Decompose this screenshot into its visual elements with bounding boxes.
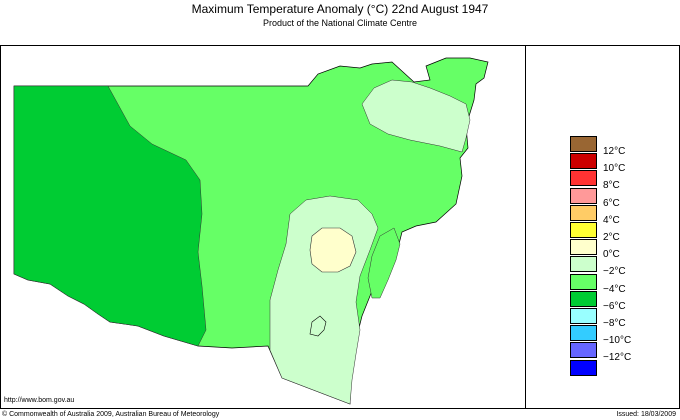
map-title: Maximum Temperature Anomaly (°C) 22nd Au… [191, 2, 489, 16]
legend-label: −10°C [603, 335, 632, 347]
anomaly-region-minus2-northeast [361, 79, 471, 153]
legend-swatch [570, 239, 597, 256]
legend-swatch [570, 308, 597, 324]
footer-url: http://www.bom.gov.au [4, 397, 75, 404]
legend-label: 12°C [603, 146, 626, 157]
legend-label: 10°C [603, 163, 626, 175]
legend-swatch [570, 187, 597, 204]
legend-swatch [570, 342, 597, 359]
footer-issued-date: Issued: 18/03/2009 [616, 411, 676, 418]
legend-swatch [570, 256, 597, 273]
lake-outline [309, 315, 327, 337]
legend-label: −12°C [603, 352, 632, 364]
map-subtitle: Product of the National Climate Centre [262, 18, 418, 28]
legend-label: −6°C [603, 300, 626, 312]
legend-swatch [570, 359, 597, 376]
legend-label: 0°C [603, 249, 620, 261]
legend-divider [525, 45, 526, 409]
legend-swatch [570, 204, 597, 221]
legend-swatch [570, 170, 597, 187]
anomaly-region-zero [309, 227, 357, 273]
anomaly-region-minus6 [13, 85, 207, 347]
footer-copyright: © Commonwealth of Australia 2009, Austra… [2, 411, 220, 418]
legend-swatch [570, 222, 597, 238]
legend-label: 8°C [603, 180, 620, 192]
legend-swatch [570, 290, 597, 307]
legend-label: 2°C [603, 232, 620, 243]
legend-label: −2°C [603, 266, 626, 278]
legend-swatch [570, 136, 597, 152]
legend-label: −8°C [603, 318, 626, 329]
legend-label: 6°C [603, 197, 620, 209]
legend-swatch [570, 325, 597, 342]
anomaly-region-minus4-coast [367, 227, 401, 299]
legend-label: 4°C [603, 214, 620, 226]
legend-swatch [570, 153, 597, 170]
legend-swatch [570, 273, 597, 290]
legend-label: −4°C [603, 283, 626, 295]
